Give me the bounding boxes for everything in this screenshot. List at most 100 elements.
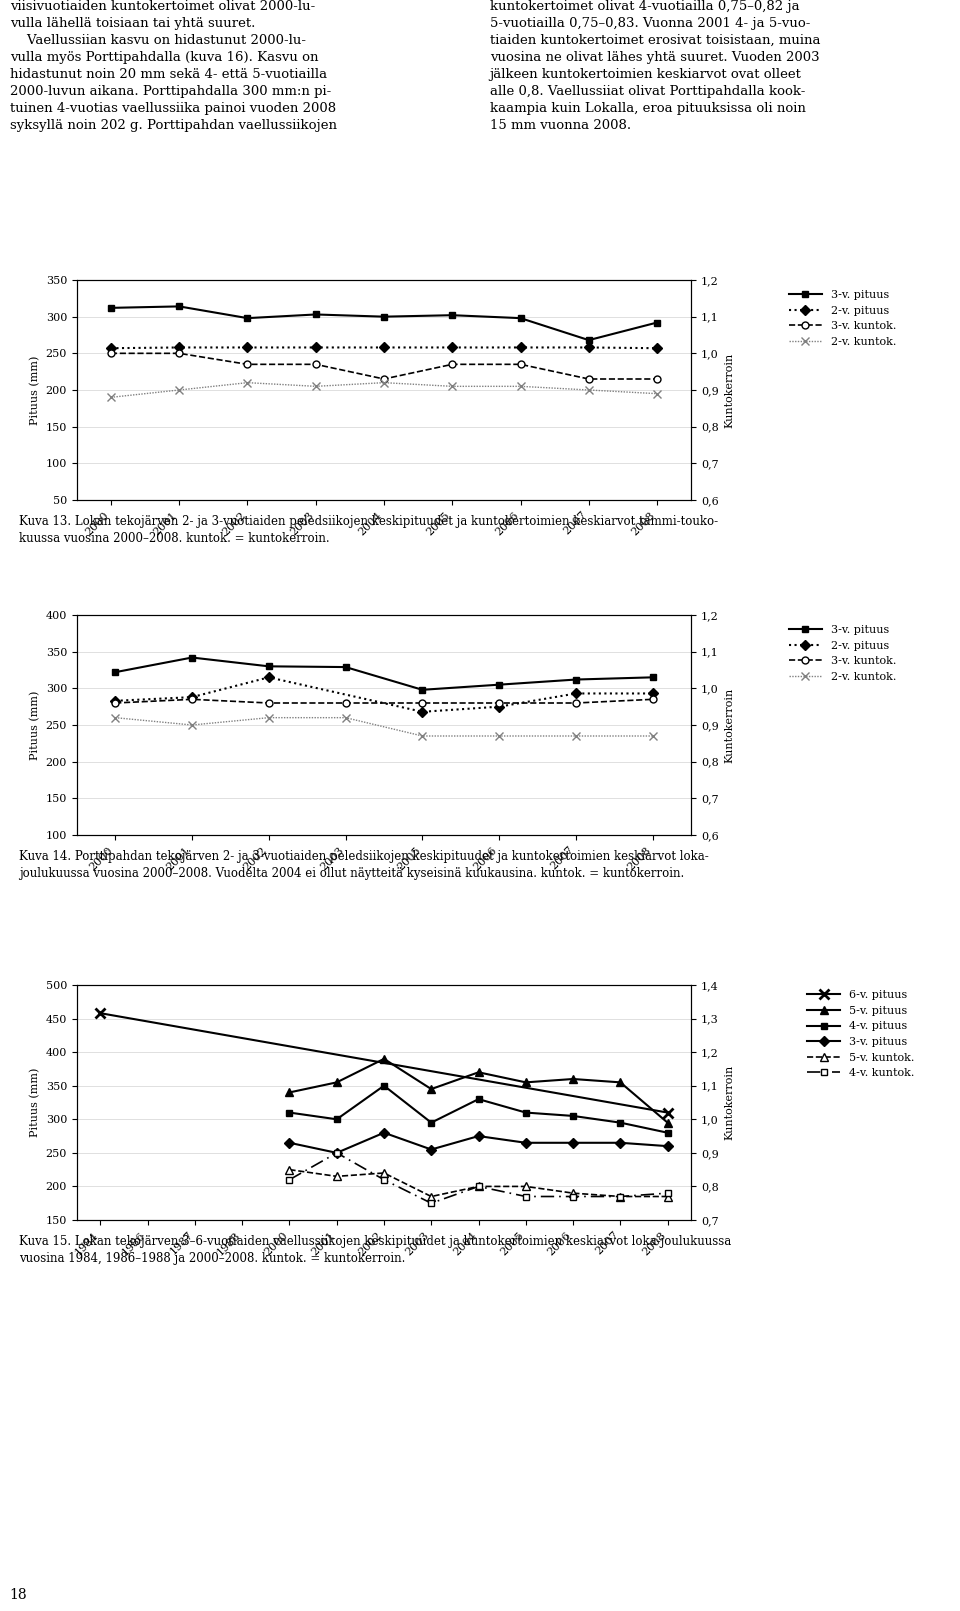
2-v. kuntok.	[186, 715, 198, 735]
3-v. kuntok.	[570, 693, 582, 712]
3-v. pituus	[583, 330, 594, 350]
2-v. pituus	[310, 338, 322, 358]
2-v. pituus	[174, 338, 185, 358]
Y-axis label: Kuntokerroin: Kuntokerroin	[724, 1065, 734, 1141]
3-v. pituus	[174, 296, 185, 316]
3-v. pituus	[446, 306, 458, 325]
3-v. pituus	[263, 657, 275, 677]
2-v. kuntok.	[174, 380, 185, 400]
3-v. pituus	[331, 1144, 343, 1163]
Line: 3-v. pituus: 3-v. pituus	[111, 654, 657, 693]
3-v. pituus	[647, 667, 659, 686]
Line: 4-v. kuntok.: 4-v. kuntok.	[286, 1149, 671, 1207]
4-v. kuntok.	[425, 1194, 437, 1213]
2-v. kuntok.	[109, 707, 121, 727]
2-v. kuntok.	[378, 374, 390, 393]
Line: 3-v. pituus: 3-v. pituus	[286, 1129, 671, 1157]
Y-axis label: Kuntokerroin: Kuntokerroin	[724, 688, 734, 762]
4-v. pituus	[284, 1104, 296, 1123]
Text: Kuva 14. Porttipahdan tekojärven 2- ja 3-vuotiaiden peledsiikojen keskipituudet : Kuva 14. Porttipahdan tekojärven 2- ja 3…	[19, 851, 708, 880]
Line: 5-v. pituus: 5-v. pituus	[285, 1055, 672, 1126]
5-v. kuntok.	[378, 1163, 390, 1182]
Line: 2-v. kuntok.: 2-v. kuntok.	[111, 714, 657, 739]
Line: 2-v. kuntok.: 2-v. kuntok.	[107, 379, 661, 401]
Line: 3-v. kuntok.: 3-v. kuntok.	[111, 696, 657, 707]
3-v. pituus	[651, 313, 662, 332]
3-v. pituus	[425, 1141, 437, 1160]
Y-axis label: Kuntokerroin: Kuntokerroin	[724, 353, 734, 427]
4-v. pituus	[567, 1107, 579, 1126]
5-v. pituus	[520, 1073, 532, 1092]
3-v. pituus	[284, 1133, 296, 1152]
5-v. pituus	[425, 1079, 437, 1099]
3-v. kuntok.	[106, 343, 117, 362]
Y-axis label: Pituus (mm): Pituus (mm)	[30, 356, 40, 425]
2-v. pituus	[647, 683, 659, 702]
3-v. pituus	[493, 675, 505, 694]
3-v. kuntok.	[493, 693, 505, 712]
2-v. kuntok.	[647, 727, 659, 746]
3-v. pituus	[310, 304, 322, 324]
2-v. pituus	[186, 688, 198, 707]
3-v. pituus	[515, 308, 526, 327]
Line: 2-v. pituus: 2-v. pituus	[108, 345, 660, 351]
Line: 4-v. pituus: 4-v. pituus	[286, 1083, 671, 1136]
3-v. pituus	[520, 1133, 532, 1152]
5-v. kuntok.	[425, 1187, 437, 1207]
Text: Kuva 13. Lokan tekojärven 2- ja 3-vuotiaiden peledsiikojen keskipituudet ja kunt: Kuva 13. Lokan tekojärven 2- ja 3-vuotia…	[19, 516, 718, 545]
3-v. kuntok.	[446, 354, 458, 374]
Legend: 6-v. pituus, 5-v. pituus, 4-v. pituus, 3-v. pituus, 5-v. kuntok., 4-v. kuntok.: 6-v. pituus, 5-v. pituus, 4-v. pituus, 3…	[803, 986, 919, 1083]
2-v. pituus	[446, 338, 458, 358]
3-v. pituus	[109, 662, 121, 681]
4-v. kuntok.	[520, 1187, 532, 1207]
Text: Kuva 15. Lokan tekojärven 3–6-vuotiaiden vaellussiikojen keskipituudet ja kuntok: Kuva 15. Lokan tekojärven 3–6-vuotiaiden…	[19, 1236, 732, 1265]
4-v. pituus	[472, 1089, 484, 1108]
4-v. kuntok.	[284, 1170, 296, 1189]
3-v. pituus	[472, 1126, 484, 1145]
Line: 5-v. kuntok.: 5-v. kuntok.	[285, 1165, 672, 1200]
2-v. pituus	[583, 338, 594, 358]
Text: viisivuotiaiden kuntokertoimet olivat 2000-lu-
vulla lähellä toisiaan tai yhtä s: viisivuotiaiden kuntokertoimet olivat 20…	[10, 0, 337, 132]
2-v. pituus	[651, 338, 662, 358]
3-v. pituus	[570, 670, 582, 690]
4-v. pituus	[661, 1123, 673, 1142]
Line: 3-v. pituus: 3-v. pituus	[108, 303, 660, 343]
3-v. kuntok.	[109, 693, 121, 712]
4-v. kuntok.	[567, 1187, 579, 1207]
3-v. pituus	[567, 1133, 579, 1152]
2-v. pituus	[242, 338, 253, 358]
3-v. pituus	[106, 298, 117, 317]
3-v. kuntok.	[647, 690, 659, 709]
Legend: 3-v. pituus, 2-v. pituus, 3-v. kuntok., 2-v. kuntok.: 3-v. pituus, 2-v. pituus, 3-v. kuntok., …	[784, 285, 900, 351]
5-v. kuntok.	[284, 1160, 296, 1179]
5-v. pituus	[331, 1073, 343, 1092]
3-v. pituus	[242, 308, 253, 327]
Legend: 3-v. pituus, 2-v. pituus, 3-v. kuntok., 2-v. kuntok.: 3-v. pituus, 2-v. pituus, 3-v. kuntok., …	[784, 620, 900, 686]
3-v. pituus	[661, 1136, 673, 1155]
3-v. kuntok.	[174, 343, 185, 362]
3-v. pituus	[378, 308, 390, 327]
4-v. kuntok.	[378, 1170, 390, 1189]
2-v. kuntok.	[310, 377, 322, 396]
Y-axis label: Pituus (mm): Pituus (mm)	[30, 1068, 40, 1137]
2-v. pituus	[378, 338, 390, 358]
2-v. kuntok.	[263, 707, 275, 727]
5-v. pituus	[661, 1113, 673, 1133]
5-v. pituus	[567, 1070, 579, 1089]
3-v. kuntok.	[417, 693, 428, 712]
4-v. pituus	[614, 1113, 626, 1133]
3-v. pituus	[417, 680, 428, 699]
5-v. kuntok.	[331, 1166, 343, 1186]
5-v. kuntok.	[520, 1176, 532, 1195]
2-v. kuntok.	[493, 727, 505, 746]
2-v. kuntok.	[242, 374, 253, 393]
Text: 18: 18	[10, 1588, 27, 1601]
2-v. pituus	[109, 691, 121, 710]
3-v. kuntok.	[651, 369, 662, 388]
4-v. pituus	[331, 1110, 343, 1129]
2-v. pituus	[106, 338, 117, 358]
Line: 3-v. kuntok.: 3-v. kuntok.	[108, 350, 660, 382]
3-v. kuntok.	[340, 693, 351, 712]
3-v. kuntok.	[263, 693, 275, 712]
2-v. kuntok.	[583, 380, 594, 400]
